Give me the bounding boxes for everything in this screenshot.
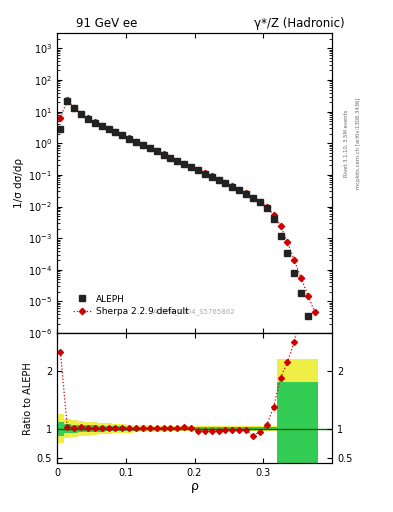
Sherpa 2.2.9 default <box>86 115 90 121</box>
Sherpa 2.2.9 default <box>92 119 97 125</box>
ALEPH <box>65 98 70 104</box>
Text: mcplots.cern.ch [arXiv:1306.3436]: mcplots.cern.ch [arXiv:1306.3436] <box>356 98 361 189</box>
ALEPH <box>161 152 166 158</box>
Y-axis label: 1/σ dσ/dρ: 1/σ dσ/dρ <box>14 158 24 208</box>
Sherpa 2.2.9 default <box>175 158 180 164</box>
ALEPH <box>175 158 180 164</box>
ALEPH <box>168 155 173 161</box>
ALEPH <box>72 105 77 111</box>
Sherpa 2.2.9 default <box>65 97 70 103</box>
ALEPH <box>202 170 207 177</box>
Text: ALEPH_2004_S5765862: ALEPH_2004_S5765862 <box>153 308 236 315</box>
Sherpa 2.2.9 default <box>79 111 83 117</box>
Line: ALEPH: ALEPH <box>58 98 318 344</box>
Sherpa 2.2.9 default <box>209 174 214 180</box>
ALEPH <box>189 164 193 170</box>
ALEPH <box>271 216 276 222</box>
ALEPH <box>299 290 303 296</box>
Text: 91 GeV ee: 91 GeV ee <box>76 17 137 30</box>
Sherpa 2.2.9 default <box>278 223 283 229</box>
Sherpa 2.2.9 default <box>106 126 111 132</box>
ALEPH <box>113 130 118 136</box>
Line: Sherpa 2.2.9 default: Sherpa 2.2.9 default <box>58 98 317 314</box>
ALEPH <box>182 161 187 167</box>
ALEPH <box>106 126 111 132</box>
ALEPH <box>230 184 235 190</box>
Sherpa 2.2.9 default <box>264 204 269 210</box>
ALEPH <box>278 232 283 239</box>
Sherpa 2.2.9 default <box>99 123 104 129</box>
Sherpa 2.2.9 default <box>196 167 200 173</box>
ALEPH <box>120 132 125 138</box>
ALEPH <box>127 136 132 142</box>
Sherpa 2.2.9 default <box>285 239 290 245</box>
ALEPH <box>312 338 317 344</box>
Sherpa 2.2.9 default <box>127 135 132 141</box>
Sherpa 2.2.9 default <box>257 199 262 205</box>
Sherpa 2.2.9 default <box>306 293 310 299</box>
Sherpa 2.2.9 default <box>216 177 221 183</box>
ALEPH <box>196 167 200 174</box>
ALEPH <box>141 142 145 148</box>
Sherpa 2.2.9 default <box>202 170 207 177</box>
Sherpa 2.2.9 default <box>230 183 235 189</box>
Sherpa 2.2.9 default <box>189 164 193 170</box>
Sherpa 2.2.9 default <box>251 195 255 201</box>
ALEPH <box>264 205 269 211</box>
ALEPH <box>209 174 214 180</box>
ALEPH <box>92 119 97 125</box>
Sherpa 2.2.9 default <box>161 152 166 158</box>
Sherpa 2.2.9 default <box>271 211 276 218</box>
Sherpa 2.2.9 default <box>237 187 242 193</box>
ALEPH <box>306 313 310 319</box>
Sherpa 2.2.9 default <box>292 257 297 263</box>
Sherpa 2.2.9 default <box>58 115 63 121</box>
Sherpa 2.2.9 default <box>312 309 317 315</box>
ALEPH <box>257 199 262 205</box>
ALEPH <box>251 195 255 201</box>
Y-axis label: Ratio to ALEPH: Ratio to ALEPH <box>22 362 33 435</box>
Text: Rivet 3.1.10, 3.5M events: Rivet 3.1.10, 3.5M events <box>344 110 349 177</box>
Sherpa 2.2.9 default <box>154 148 159 154</box>
ALEPH <box>285 249 290 255</box>
ALEPH <box>154 148 159 154</box>
ALEPH <box>99 123 104 129</box>
Sherpa 2.2.9 default <box>147 145 152 151</box>
ALEPH <box>79 111 83 117</box>
Text: γ*/Z (Hadronic): γ*/Z (Hadronic) <box>254 17 344 30</box>
Sherpa 2.2.9 default <box>182 161 187 167</box>
Sherpa 2.2.9 default <box>113 129 118 135</box>
Sherpa 2.2.9 default <box>141 142 145 148</box>
Legend: ALEPH, Sherpa 2.2.9 default: ALEPH, Sherpa 2.2.9 default <box>70 291 192 320</box>
ALEPH <box>223 180 228 186</box>
ALEPH <box>237 187 242 193</box>
Sherpa 2.2.9 default <box>72 105 77 111</box>
ALEPH <box>147 145 152 151</box>
Sherpa 2.2.9 default <box>244 190 248 197</box>
Sherpa 2.2.9 default <box>120 132 125 138</box>
Sherpa 2.2.9 default <box>134 139 138 145</box>
ALEPH <box>292 270 297 276</box>
ALEPH <box>134 139 138 145</box>
Sherpa 2.2.9 default <box>168 155 173 161</box>
Sherpa 2.2.9 default <box>299 275 303 281</box>
ALEPH <box>58 126 63 132</box>
ALEPH <box>244 191 248 197</box>
ALEPH <box>216 177 221 183</box>
X-axis label: ρ: ρ <box>191 480 198 493</box>
ALEPH <box>86 116 90 122</box>
Sherpa 2.2.9 default <box>223 180 228 186</box>
